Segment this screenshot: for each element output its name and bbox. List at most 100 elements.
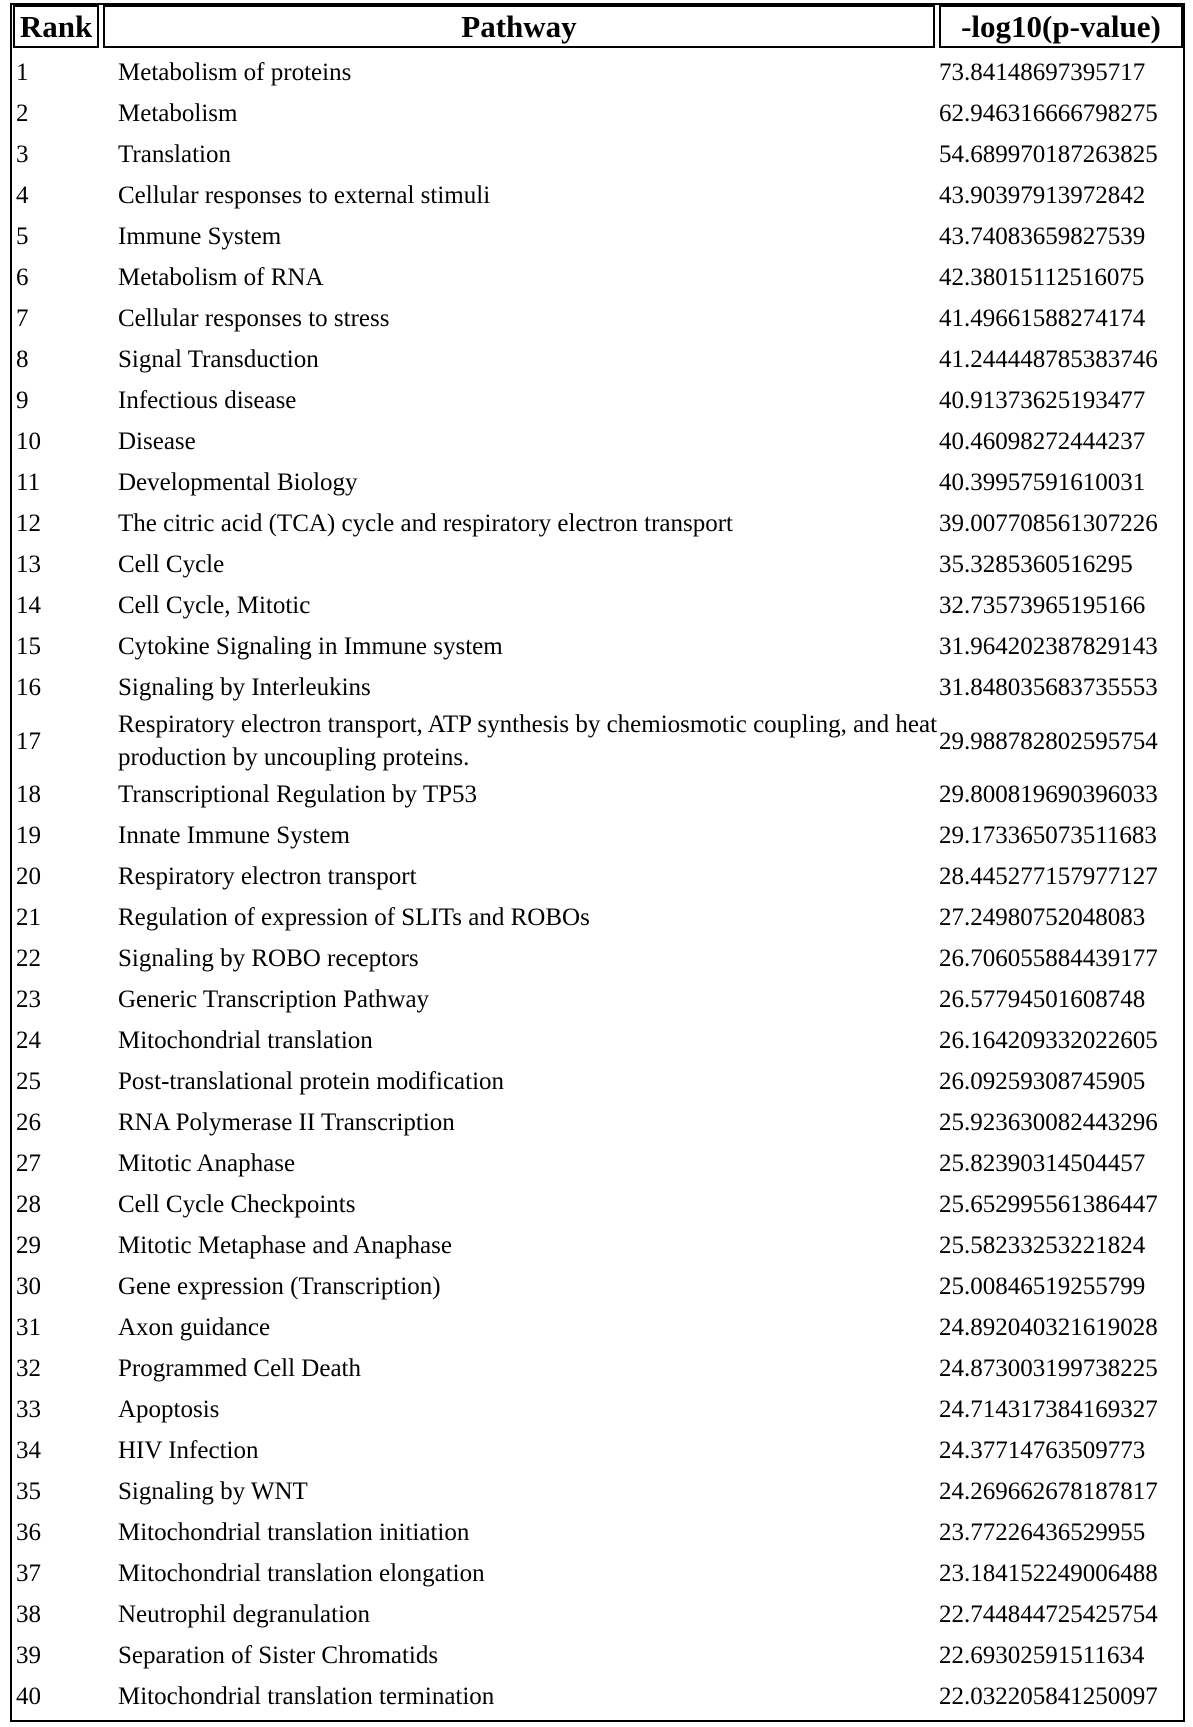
pathway-cell: Mitotic Anaphase: [118, 1150, 296, 1177]
value-cell: 25.652995561386447: [939, 1191, 1158, 1218]
rank-cell: 16: [16, 674, 41, 701]
pathway-cell: Metabolism of RNA: [118, 264, 324, 291]
rank-cell: 3: [16, 141, 29, 168]
value-cell: 43.90397913972842: [939, 182, 1146, 209]
rank-cell: 27: [16, 1150, 41, 1177]
pathway-cell: Signal Transduction: [118, 346, 319, 373]
pathway-cell: Cell Cycle, Mitotic: [118, 592, 311, 619]
rank-cell: 11: [16, 469, 41, 496]
table-row: 23 Generic Transcription Pathway 26.577945…: [12, 979, 1183, 1020]
rank-cell: 14: [16, 592, 41, 619]
table-row: 35 Signaling by WNT 24.269662678187817: [12, 1471, 1183, 1512]
rank-cell: 9: [16, 387, 29, 414]
pathway-cell: Mitochondrial translation: [118, 1027, 373, 1054]
pathway-cell: Mitotic Metaphase and Anaphase: [118, 1232, 452, 1259]
value-cell: 41.244448785383746: [939, 346, 1158, 373]
rank-cell: 22: [16, 945, 41, 972]
value-cell: 35.3285360516295: [939, 551, 1133, 578]
pathway-cell: Disease: [118, 428, 196, 455]
rank-cell: 34: [16, 1437, 41, 1464]
pathway-cell: Generic Transcription Pathway: [118, 986, 430, 1013]
table-row: 8 Signal Transduction 41.244448785383746: [12, 339, 1183, 380]
value-cell: 31.964202387829143: [939, 633, 1158, 660]
table-row: 19 Innate Immune System 29.173365073511683: [12, 815, 1183, 856]
rank-cell: 32: [16, 1355, 41, 1382]
header-rank: Rank: [13, 5, 99, 48]
table-row: 18 Transcriptional Regulation by TP53 29.8…: [12, 774, 1183, 815]
table-row: 40 Mitochondrial translation termination 2…: [12, 1676, 1183, 1717]
value-cell: 26.57794501608748: [939, 986, 1146, 1013]
pathway-cell: Cytokine Signaling in Immune system: [118, 633, 503, 660]
rank-cell: 25: [16, 1068, 41, 1095]
pathway-cell: Neutrophil degranulation: [118, 1601, 371, 1628]
value-cell: 24.714317384169327: [939, 1396, 1158, 1423]
pathway-cell: Apoptosis: [118, 1396, 220, 1423]
rank-cell: 17: [16, 727, 41, 755]
pathway-cell: Signaling by ROBO receptors: [118, 945, 419, 972]
value-cell: 24.269662678187817: [939, 1478, 1158, 1505]
value-cell: 26.164209332022605: [939, 1027, 1158, 1054]
rank-cell: 38: [16, 1601, 41, 1628]
pathway-cell: Immune System: [118, 223, 282, 250]
table-row: 28 Cell Cycle Checkpoints 25.6529955613864…: [12, 1184, 1183, 1225]
rank-cell: 23: [16, 986, 41, 1013]
rank-cell: 24: [16, 1027, 41, 1054]
pathway-cell: The citric acid (TCA) cycle and respirat…: [118, 510, 734, 537]
table-row: 21 Regulation of expression of SLITs and …: [12, 897, 1183, 938]
value-cell: 40.91373625193477: [939, 387, 1146, 414]
pathway-cell: Mitochondrial translation initiation: [118, 1519, 470, 1546]
table-body: 1 Metabolism of proteins 73.84148697395717…: [12, 52, 1183, 1717]
table-row: 32 Programmed Cell Death 24.87300319973822…: [12, 1348, 1183, 1389]
table-row: 16 Signaling by Interleukins 31.8480356837…: [12, 667, 1183, 708]
rank-cell: 8: [16, 346, 29, 373]
table-row: 7 Cellular responses to stress 41.49661588…: [12, 298, 1183, 339]
value-cell: 31.848035683735553: [939, 674, 1158, 701]
value-cell: 22.032205841250097: [939, 1683, 1158, 1710]
value-cell: 23.184152249006488: [939, 1560, 1158, 1587]
table-row: 34 HIV Infection 24.37714763509773: [12, 1430, 1183, 1471]
table-row: 29 Mitotic Metaphase and Anaphase 25.58233…: [12, 1225, 1183, 1266]
pathway-cell: Transcriptional Regulation by TP53: [118, 781, 478, 808]
pathway-cell: Infectious disease: [118, 387, 297, 414]
table-row: 30 Gene expression (Transcription) 25.0084…: [12, 1266, 1183, 1307]
table-row: 11 Developmental Biology 40.39957591610031: [12, 462, 1183, 503]
table-row: 26 RNA Polymerase II Transcription 25.9236…: [12, 1102, 1183, 1143]
rank-cell: 33: [16, 1396, 41, 1423]
table-row: 13 Cell Cycle 35.3285360516295: [12, 544, 1183, 585]
rank-cell: 5: [16, 223, 29, 250]
value-cell: 54.689970187263825: [939, 141, 1158, 168]
rank-cell: 26: [16, 1109, 41, 1136]
rank-cell: 1: [16, 59, 29, 86]
value-cell: 40.46098272444237: [939, 428, 1146, 455]
rank-cell: 29: [16, 1232, 41, 1259]
table-row: 36 Mitochondrial translation initiation 23…: [12, 1512, 1183, 1553]
table-row: 31 Axon guidance 24.892040321619028: [12, 1307, 1183, 1348]
value-cell: 29.173365073511683: [939, 822, 1157, 849]
value-cell: 25.58233253221824: [939, 1232, 1146, 1259]
value-cell: 25.82390314504457: [939, 1150, 1146, 1177]
table-row: 4 Cellular responses to external stimuli 4…: [12, 175, 1183, 216]
rank-cell: 30: [16, 1273, 41, 1300]
rank-cell: 2: [16, 100, 29, 127]
value-cell: 23.77226436529955: [939, 1519, 1146, 1546]
rank-cell: 18: [16, 781, 41, 808]
pathway-cell: Gene expression (Transcription): [118, 1273, 441, 1300]
value-cell: 41.49661588274174: [939, 305, 1146, 332]
pathway-cell: Axon guidance: [118, 1314, 271, 1341]
rank-cell: 15: [16, 633, 41, 660]
value-cell: 22.69302591511634: [939, 1642, 1145, 1669]
value-cell: 22.744844725425754: [939, 1601, 1158, 1628]
rank-cell: 40: [16, 1683, 41, 1710]
pathway-table: Rank Pathway -log10(p-value) 1 Metabolism…: [10, 3, 1185, 1722]
rank-cell: 36: [16, 1519, 41, 1546]
rank-cell: 31: [16, 1314, 41, 1341]
pathway-cell: RNA Polymerase II Transcription: [118, 1109, 455, 1136]
rank-cell: 39: [16, 1642, 41, 1669]
table-row: 10 Disease 40.46098272444237: [12, 421, 1183, 462]
pathway-cell: Developmental Biology: [118, 469, 358, 496]
value-cell: 29.988782802595754: [939, 727, 1158, 755]
value-cell: 73.84148697395717: [939, 59, 1146, 86]
table-row: 9 Infectious disease 40.91373625193477: [12, 380, 1183, 421]
table-row: 5 Immune System 43.74083659827539: [12, 216, 1183, 257]
table-row: 1 Metabolism of proteins 73.84148697395717: [12, 52, 1183, 93]
